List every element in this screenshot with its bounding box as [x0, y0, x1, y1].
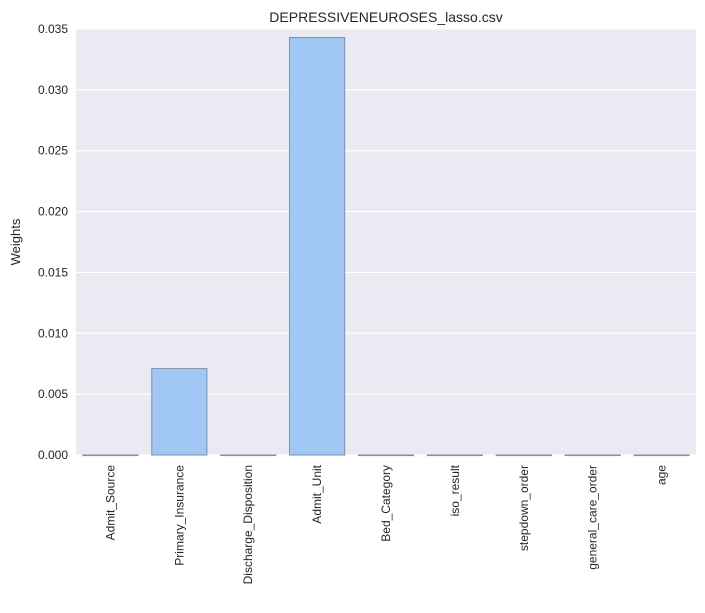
x-tick-labels: Admit_Source Primary_Insurance Discharge_D… [103, 464, 668, 584]
y-axis-label: Weights [8, 218, 23, 265]
bar-primary-insurance [151, 368, 208, 456]
x-tick-label: Bed_Category [379, 465, 393, 542]
y-tick-label: 0.025 [38, 144, 68, 158]
chart-title: DEPRESSIVENEUROSES_lasso.csv [269, 9, 502, 25]
bars [82, 37, 690, 457]
bar-iso-result [426, 454, 483, 457]
y-tick-label: 0.010 [38, 326, 68, 340]
x-tick-label: Primary_Insurance [172, 465, 186, 566]
x-tick-label: age [655, 465, 669, 485]
x-tick-label: iso_result [448, 464, 462, 516]
x-tick-label: Admit_Source [103, 465, 117, 541]
y-tick-label: 0.020 [38, 205, 68, 219]
x-tick-label: Discharge_Disposition [241, 465, 255, 584]
y-tick-label: 0.015 [38, 265, 68, 279]
bar-general-care-order [564, 454, 621, 457]
y-tick-labels: 0.000 0.005 0.010 0.015 0.020 0.025 0.030 0.035 [38, 22, 68, 462]
bar-bed-category [357, 454, 415, 457]
bar-admit-unit [289, 37, 346, 456]
y-tick-label: 0.030 [38, 83, 68, 97]
y-tick-label: 0.000 [38, 448, 68, 462]
bar-discharge-disposition [220, 454, 277, 457]
y-tick-label: 0.005 [38, 387, 68, 401]
bar-age [633, 454, 690, 457]
x-tick-label: Admit_Unit [310, 464, 324, 523]
x-tick-label: general_care_order [586, 465, 600, 570]
bar-stepdown-order [495, 454, 552, 457]
y-tick-label: 0.035 [38, 22, 68, 36]
x-tick-label: stepdown_order [517, 465, 531, 551]
bar-admit-source [82, 454, 139, 457]
